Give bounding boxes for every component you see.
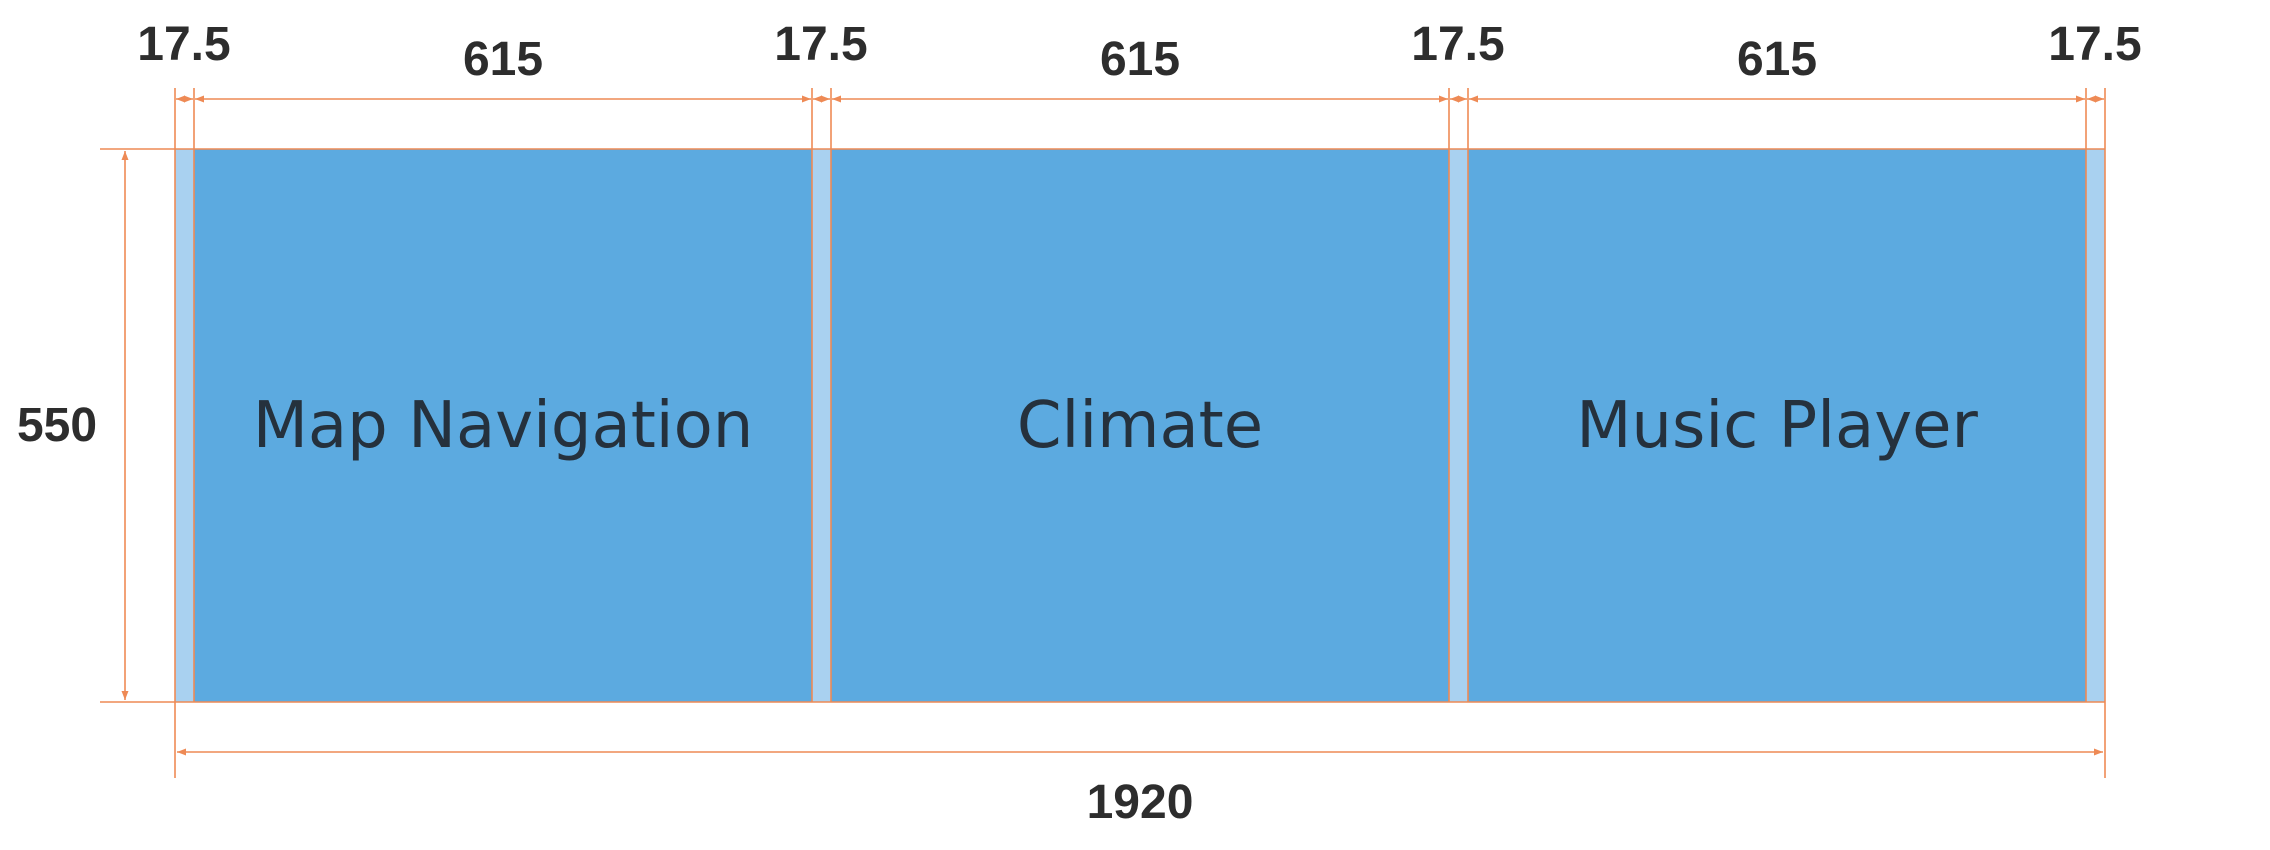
panel-edge-lines — [100, 148, 2106, 703]
dim-label-panel-2: 615 — [1100, 33, 1180, 86]
dim-label-panel-3: 615 — [1737, 33, 1817, 86]
gap-strip-3 — [1449, 149, 1468, 702]
panel-label-music-player: Music Player — [1576, 389, 1978, 463]
dim-label-gap-1: 17.5 — [137, 18, 230, 71]
dim-label-gap-3: 17.5 — [1411, 18, 1504, 71]
dim-label-panel-1: 615 — [463, 33, 543, 86]
bottom-extension-lines — [174, 702, 2106, 778]
gap-strip-4 — [2086, 149, 2105, 702]
height-dimension-label: 550 — [17, 399, 97, 452]
gap-strip-1 — [175, 149, 194, 702]
panel-label-map-navigation: Map Navigation — [253, 389, 754, 463]
top-extension-lines — [174, 88, 2106, 149]
panel-label-climate: Climate — [1017, 389, 1263, 463]
panel-music-player — [1468, 149, 2086, 702]
dim-label-gap-4: 17.5 — [2048, 18, 2141, 71]
panel-climate — [831, 149, 1449, 702]
gap-strip-2 — [812, 149, 831, 702]
dim-label-gap-2: 17.5 — [774, 18, 867, 71]
total-width-label: 1920 — [1087, 776, 1194, 829]
panel-map-navigation — [194, 149, 812, 702]
